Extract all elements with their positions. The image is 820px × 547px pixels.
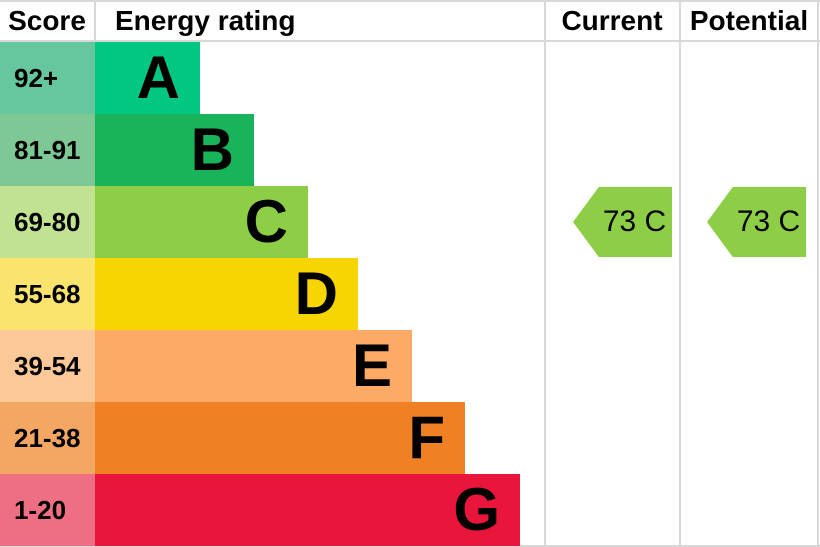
band-row-g: 1-20 G [0,474,820,546]
band-letter-c: C [244,188,288,255]
band-score-c: 69-80 [0,186,95,258]
band-rows: 92+ A 81-91 B 69-80 C 55-68 D 39-54 [0,42,820,546]
band-bar-d: D [95,258,358,330]
current-column-divider [544,0,546,547]
potential-rating-label: 73 C [736,205,801,238]
potential-column-divider [679,0,681,547]
band-row-d: 55-68 D [0,258,820,330]
band-letter-e: E [351,332,392,399]
band-bar-e: E [95,330,412,402]
header-score: Score [8,5,86,36]
band-letter-g: G [453,476,500,543]
band-letter-b: B [190,116,234,183]
right-border-line [817,0,819,547]
band-row-c: 69-80 C [0,186,820,258]
header-current: Current [561,5,663,36]
band-score-f: 21-38 [0,402,95,474]
band-bar-g: G [95,474,520,546]
header-bottom-line [0,40,820,42]
band-bar-f: F [95,402,465,474]
header-energy-rating: Energy rating [115,5,296,36]
score-column-divider [94,0,96,40]
top-border-line [0,0,820,2]
band-bar-b: B [95,114,254,186]
bottom-border-line [0,545,820,547]
current-rating-label: 73 C [602,205,667,238]
band-score-d: 55-68 [0,258,95,330]
band-score-g: 1-20 [0,474,95,546]
band-row-b: 81-91 B [0,114,820,186]
header-potential: Potential [689,5,809,36]
band-score-a: 92+ [0,42,95,114]
band-row-e: 39-54 E [0,330,820,402]
band-letter-f: F [408,404,445,471]
band-letter-a: A [136,44,180,111]
band-letter-d: D [294,260,338,327]
band-score-b: 81-91 [0,114,95,186]
band-bar-a: A [95,42,200,114]
band-row-f: 21-38 F [0,402,820,474]
band-bar-c: C [95,186,308,258]
band-score-e: 39-54 [0,330,95,402]
band-row-a: 92+ A [0,42,820,114]
